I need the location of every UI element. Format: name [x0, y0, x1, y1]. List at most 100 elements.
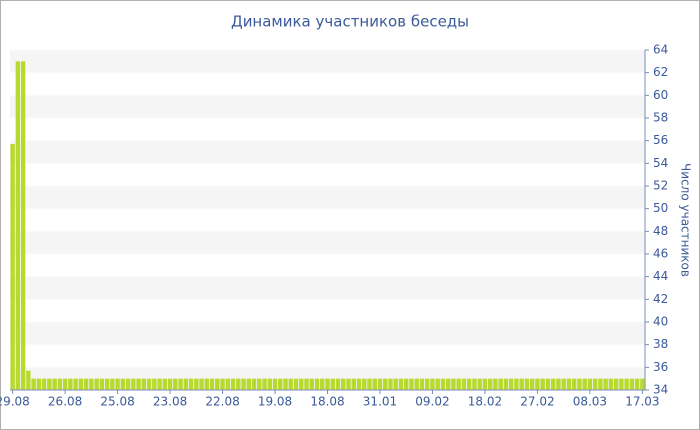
- y-tick-label: 48: [653, 224, 668, 238]
- bar: [571, 378, 577, 390]
- bar: [440, 378, 446, 390]
- bar: [94, 378, 99, 390]
- bar: [52, 378, 57, 390]
- bar: [309, 378, 314, 390]
- x-tick-label: 29.08: [0, 395, 30, 409]
- bar: [57, 378, 63, 390]
- bar: [377, 378, 383, 390]
- bar: [341, 378, 346, 390]
- bar: [482, 378, 488, 390]
- bar: [367, 378, 372, 390]
- bar: [47, 378, 52, 390]
- bar: [487, 378, 493, 390]
- y-tick-label: 44: [653, 269, 668, 283]
- bar: [31, 378, 36, 390]
- bar: [167, 378, 173, 390]
- bar: [451, 378, 456, 390]
- bar: [330, 378, 335, 390]
- bar: [335, 378, 341, 390]
- bar: [356, 378, 362, 390]
- bar: [409, 378, 414, 390]
- bar: [209, 378, 215, 390]
- bar: [104, 378, 110, 390]
- bar: [493, 378, 498, 390]
- bar: [152, 378, 157, 390]
- x-tick-label: 08.03: [573, 395, 607, 409]
- bar: [204, 378, 210, 390]
- bar: [36, 378, 42, 390]
- bar: [503, 378, 509, 390]
- bar: [188, 378, 194, 390]
- y-tick-label: 58: [653, 111, 668, 125]
- x-tick-label: 23.08: [153, 395, 187, 409]
- bar: [230, 378, 236, 390]
- bar: [20, 61, 26, 390]
- bar: [157, 378, 162, 390]
- bar: [598, 378, 603, 390]
- bar: [162, 378, 168, 390]
- y-tick-label: 46: [653, 247, 668, 261]
- bar: [608, 378, 614, 390]
- bar: [383, 378, 388, 390]
- bar: [477, 378, 482, 390]
- bar: [183, 378, 189, 390]
- bar: [545, 378, 551, 390]
- bar: [535, 378, 540, 390]
- bar: [41, 378, 47, 390]
- bar: [299, 378, 304, 390]
- x-tick-label: 09.02: [415, 395, 449, 409]
- bar: [430, 378, 435, 390]
- bar: [320, 378, 325, 390]
- bar: [445, 378, 451, 390]
- bar: [362, 378, 367, 390]
- bar: [414, 378, 419, 390]
- bar: [68, 378, 73, 390]
- bar: [398, 378, 404, 390]
- bar: [435, 378, 440, 390]
- x-tick-label: 17.03: [625, 395, 659, 409]
- y-tick-label: 50: [653, 201, 668, 215]
- bar: [613, 378, 619, 390]
- bar: [62, 378, 68, 390]
- y-tick-label: 54: [653, 156, 668, 170]
- y-tick-label: 62: [653, 65, 668, 79]
- bar: [73, 378, 78, 390]
- grid-band: [10, 231, 645, 254]
- bar: [15, 61, 21, 390]
- bar: [561, 378, 566, 390]
- y-tick-label: 36: [653, 360, 668, 374]
- bar: [293, 378, 299, 390]
- bar: [582, 378, 587, 390]
- bar: [110, 378, 115, 390]
- bar: [120, 378, 126, 390]
- bar: [89, 378, 94, 390]
- bar: [99, 378, 105, 390]
- bar: [472, 378, 477, 390]
- bar: [529, 378, 535, 390]
- bar: [146, 378, 152, 390]
- bar: [220, 378, 225, 390]
- bar: [540, 378, 545, 390]
- bar: [272, 378, 278, 390]
- bar: [419, 378, 425, 390]
- bar: [246, 378, 251, 390]
- bar: [278, 378, 283, 390]
- bar: [215, 378, 220, 390]
- bar: [372, 378, 377, 390]
- bar: [325, 378, 330, 390]
- y-tick-label: 38: [653, 337, 668, 351]
- x-tick-label: 18.08: [310, 395, 344, 409]
- bar: [466, 378, 472, 390]
- bar: [592, 378, 598, 390]
- bar: [346, 378, 351, 390]
- bar: [603, 378, 608, 390]
- bar: [141, 378, 147, 390]
- bar: [587, 378, 593, 390]
- bar: [514, 378, 519, 390]
- chart-title: Динамика участников беседы: [231, 13, 469, 31]
- bar: [404, 378, 409, 390]
- bar: [251, 378, 257, 390]
- bar: [78, 378, 84, 390]
- bar: [304, 378, 309, 390]
